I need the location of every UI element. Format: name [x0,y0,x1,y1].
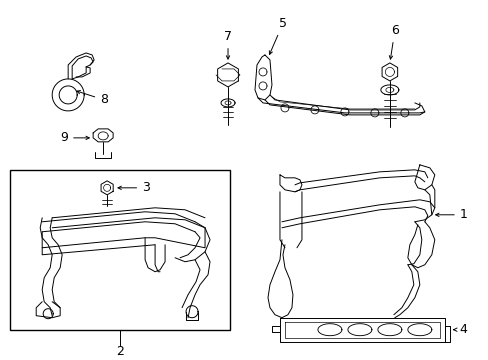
Text: 3: 3 [118,181,150,194]
Bar [10,170,229,330]
Text: 6: 6 [388,24,398,59]
Text: 9: 9 [60,131,89,144]
Text: 4: 4 [453,323,467,336]
Text: 2: 2 [116,345,124,358]
Text: 7: 7 [224,30,231,59]
Text: 8: 8 [77,90,108,107]
Text: 1: 1 [435,208,467,221]
Text: 5: 5 [269,17,286,54]
